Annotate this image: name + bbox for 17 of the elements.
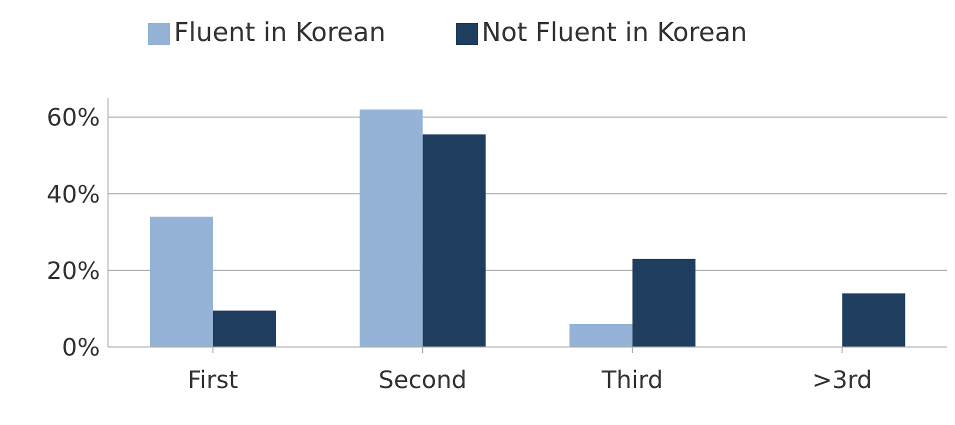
bar (842, 293, 906, 347)
bar (569, 324, 632, 347)
bar (212, 310, 276, 347)
y-tick-label: 40% (46, 180, 100, 208)
bar (360, 109, 423, 347)
x-tick-label: Third (600, 366, 663, 394)
bar (422, 134, 486, 347)
legend-label: Not Fluent in Korean (482, 18, 748, 48)
y-tick-label: 20% (46, 256, 100, 285)
legend-label: Fluent in Korean (174, 18, 386, 48)
x-tick-label: First (188, 366, 238, 394)
x-tick-label: >3rd (812, 366, 872, 394)
bar (150, 216, 213, 347)
y-tick-label: 0% (62, 334, 100, 362)
bar (632, 258, 696, 347)
y-tick-label: 60% (46, 104, 100, 132)
x-tick-label: Second (378, 366, 467, 394)
